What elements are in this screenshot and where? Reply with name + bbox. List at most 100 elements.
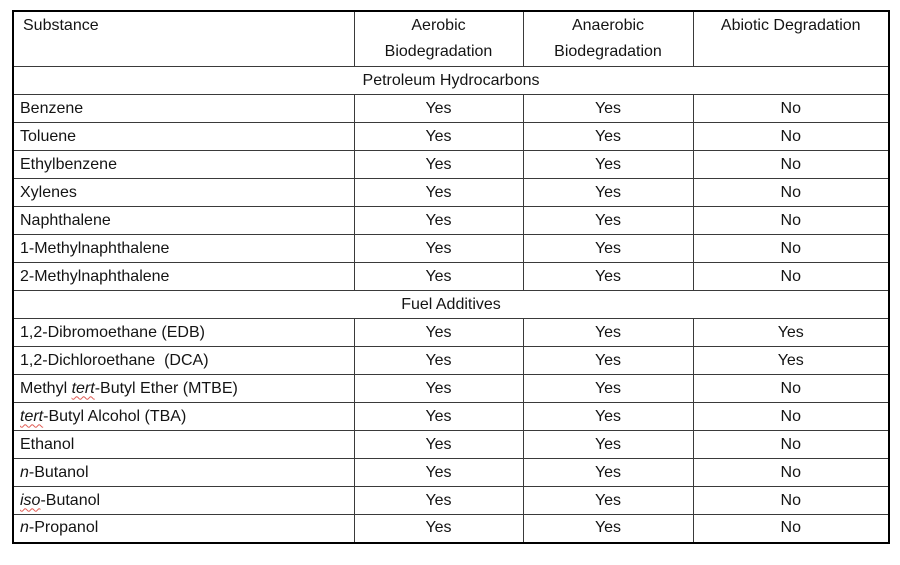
substance-text-segment: 1,2-Dibromoethane (EDB) — [20, 323, 205, 341]
table-row: Methyl tert-Butyl Ether (MTBE) Yes Yes No — [12, 374, 890, 403]
substance-cell: iso-Butanol — [12, 486, 355, 515]
substance-cell: Methyl tert-Butyl Ether (MTBE) — [12, 374, 355, 403]
column-header-1: Aerobic Biodegradation — [353, 10, 524, 67]
substance-cell: Ethanol — [12, 430, 355, 459]
table-row: iso-Butanol Yes Yes No — [12, 486, 890, 515]
table-row: 1-Methylnaphthalene Yes Yes No — [12, 234, 890, 263]
table-row: 1,2-Dichloroethane (DCA) Yes Yes Yes — [12, 346, 890, 375]
aerobic-value-cell: Yes — [353, 514, 524, 543]
table-row: Benzene Yes Yes No — [12, 94, 890, 123]
abiotic-value-cell: Yes — [692, 346, 890, 375]
abiotic-value-cell: No — [692, 206, 890, 235]
abiotic-value-cell: No — [692, 150, 890, 179]
abiotic-value-cell: No — [692, 234, 890, 263]
aerobic-value-cell: Yes — [353, 262, 524, 291]
anaerobic-value-cell: Yes — [522, 346, 694, 375]
aerobic-value-cell: Yes — [353, 122, 524, 151]
abiotic-value-cell: No — [692, 94, 890, 123]
substance-text-segment: 1-Methylnaphthalene — [20, 239, 170, 257]
table-row: Toluene Yes Yes No — [12, 122, 890, 151]
document-table-container: Substance Aerobic Biodegradation Anaerobic… — [12, 10, 890, 544]
aerobic-value-cell: Yes — [353, 318, 524, 347]
table-row: n-Propanol Yes Yes No — [12, 514, 890, 543]
table-row: Ethanol Yes Yes No — [12, 430, 890, 459]
section-title: Fuel Additives — [12, 290, 890, 319]
column-header-2: Anaerobic Biodegradation — [522, 10, 694, 67]
substance-text-segment: -Propanol — [28, 519, 99, 537]
anaerobic-value-cell: Yes — [522, 94, 694, 123]
anaerobic-value-cell: Yes — [522, 122, 694, 151]
substance-cell: Xylenes — [12, 178, 355, 207]
substance-text-segment: Toluene — [20, 127, 77, 145]
abiotic-value-cell: No — [692, 122, 890, 151]
section-header-row: Petroleum Hydrocarbons — [12, 66, 890, 95]
abiotic-value-cell: Yes — [692, 318, 890, 347]
column-header-0: Substance — [12, 10, 355, 67]
aerobic-value-cell: Yes — [353, 94, 524, 123]
substance-text-segment: Naphthalene — [20, 211, 111, 229]
anaerobic-value-cell: Yes — [522, 234, 694, 263]
abiotic-value-cell: No — [692, 178, 890, 207]
aerobic-value-cell: Yes — [353, 458, 524, 487]
table-row: Xylenes Yes Yes No — [12, 178, 890, 207]
substance-text-segment: 2-Methylnaphthalene — [20, 267, 170, 285]
anaerobic-value-cell: Yes — [522, 178, 694, 207]
anaerobic-value-cell: Yes — [522, 318, 694, 347]
anaerobic-value-cell: Yes — [522, 458, 694, 487]
substance-cell: tert-Butyl Alcohol (TBA) — [12, 402, 355, 431]
substance-cell: Toluene — [12, 122, 355, 151]
substance-text-segment: Ethylbenzene — [20, 155, 117, 173]
aerobic-value-cell: Yes — [353, 346, 524, 375]
anaerobic-value-cell: Yes — [522, 486, 694, 515]
substance-text-segment: n — [20, 519, 29, 537]
substance-cell: Naphthalene — [12, 206, 355, 235]
anaerobic-value-cell: Yes — [522, 262, 694, 291]
substance-text-segment: -Butanol — [28, 463, 89, 481]
substance-text-segment: -Butyl Ether (MTBE) — [94, 379, 238, 397]
substance-text-segment: Methyl — [20, 379, 72, 397]
table-row: 1,2-Dibromoethane (EDB) Yes Yes Yes — [12, 318, 890, 347]
substance-cell: 1-Methylnaphthalene — [12, 234, 355, 263]
substance-text-segment: tert — [71, 379, 95, 397]
table-header: Substance Aerobic Biodegradation Anaerobic… — [12, 10, 890, 67]
substance-text-segment: Benzene — [20, 99, 84, 117]
anaerobic-value-cell: Yes — [522, 374, 694, 403]
aerobic-value-cell: Yes — [353, 206, 524, 235]
anaerobic-value-cell: Yes — [522, 150, 694, 179]
abiotic-value-cell: No — [692, 402, 890, 431]
aerobic-value-cell: Yes — [353, 374, 524, 403]
substance-text-segment: iso — [20, 491, 41, 509]
substance-text-segment: 1,2-Dichloroethane (DCA) — [20, 351, 209, 369]
substance-cell: Ethylbenzene — [12, 150, 355, 179]
abiotic-value-cell: No — [692, 374, 890, 403]
abiotic-value-cell: No — [692, 262, 890, 291]
substance-cell: 2-Methylnaphthalene — [12, 262, 355, 291]
substance-text-segment: -Butanol — [40, 491, 101, 509]
substance-cell: 1,2-Dichloroethane (DCA) — [12, 346, 355, 375]
aerobic-value-cell: Yes — [353, 150, 524, 179]
anaerobic-value-cell: Yes — [522, 430, 694, 459]
abiotic-value-cell: No — [692, 514, 890, 543]
substance-cell: n-Propanol — [12, 514, 355, 543]
substance-text-segment: Xylenes — [20, 183, 77, 201]
anaerobic-value-cell: Yes — [522, 402, 694, 431]
column-header-3: Abiotic Degradation — [692, 10, 890, 67]
section-title: Petroleum Hydrocarbons — [12, 66, 890, 95]
abiotic-value-cell: No — [692, 458, 890, 487]
table-body: Petroleum Hydrocarbons Benzene Yes Yes No Tol… — [12, 66, 890, 543]
substance-text-segment: -Butyl Alcohol (TBA) — [43, 407, 187, 425]
table-row: 2-Methylnaphthalene Yes Yes No — [12, 262, 890, 291]
substance-text-segment: tert — [20, 407, 44, 425]
substance-cell: n-Butanol — [12, 458, 355, 487]
header-row: Substance Aerobic Biodegradation Anaerobic… — [12, 10, 890, 67]
aerobic-value-cell: Yes — [353, 402, 524, 431]
abiotic-value-cell: No — [692, 486, 890, 515]
table-row: tert-Butyl Alcohol (TBA) Yes Yes No — [12, 402, 890, 431]
table-row: Ethylbenzene Yes Yes No — [12, 150, 890, 179]
substance-text-segment: Ethanol — [20, 435, 75, 453]
substance-text-segment: n — [20, 463, 29, 481]
aerobic-value-cell: Yes — [353, 430, 524, 459]
substance-cell: Benzene — [12, 94, 355, 123]
substance-cell: 1,2-Dibromoethane (EDB) — [12, 318, 355, 347]
aerobic-value-cell: Yes — [353, 178, 524, 207]
